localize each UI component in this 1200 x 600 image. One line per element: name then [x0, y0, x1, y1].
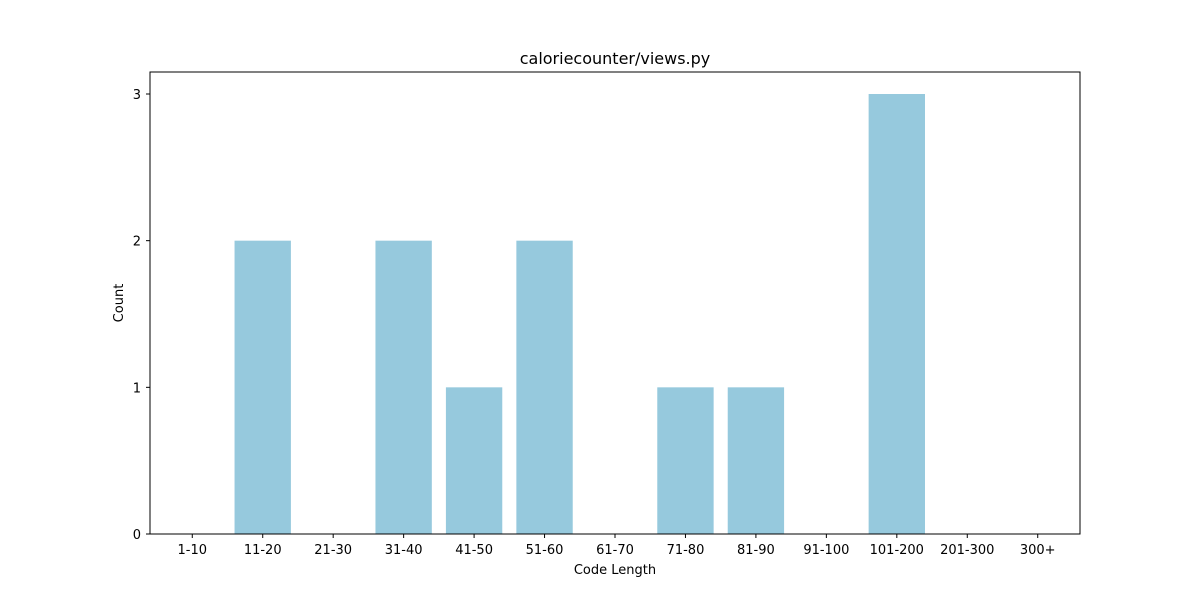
bar-41-50: [445, 387, 503, 534]
x-tick-label: 51-60: [526, 543, 564, 558]
bar-31-40: [375, 240, 432, 534]
y-axis-label: Count: [112, 284, 127, 323]
chart-title: caloriecounter/views.py: [520, 49, 711, 68]
x-tick-label: 61-70: [596, 543, 634, 558]
x-tick-label: 21-30: [314, 543, 352, 558]
bar-101-200: [868, 94, 925, 534]
bar-81-90: [727, 387, 785, 534]
x-tick-label: 300+: [1020, 543, 1056, 558]
x-tick-label: 1-10: [178, 543, 208, 558]
y-tick-label: 0: [133, 528, 141, 543]
x-tick-label: 101-200: [870, 543, 924, 558]
x-tick-label: 201-300: [940, 543, 994, 558]
x-tick-label: 71-80: [667, 543, 705, 558]
x-axis-label: Code Length: [574, 563, 656, 578]
bars-group: [234, 94, 925, 534]
y-axis-ticks: 0 1 2 3: [133, 88, 150, 543]
y-tick-label: 2: [133, 235, 141, 250]
x-axis-ticks: 1-10 11-20 21-30 31-40 41-50 51-60 61-70 71-80 8…: [178, 534, 1056, 558]
y-tick-label: 3: [133, 88, 141, 103]
x-tick-label: 11-20: [244, 543, 282, 558]
bar-71-80: [657, 387, 714, 534]
y-tick-label: 1: [133, 381, 141, 396]
bar-51-60: [516, 240, 573, 534]
x-tick-label: 41-50: [455, 543, 493, 558]
x-tick-label: 81-90: [737, 543, 775, 558]
bar-11-20: [234, 240, 291, 534]
x-tick-label: 91-100: [803, 543, 849, 558]
x-tick-label: 31-40: [385, 543, 423, 558]
